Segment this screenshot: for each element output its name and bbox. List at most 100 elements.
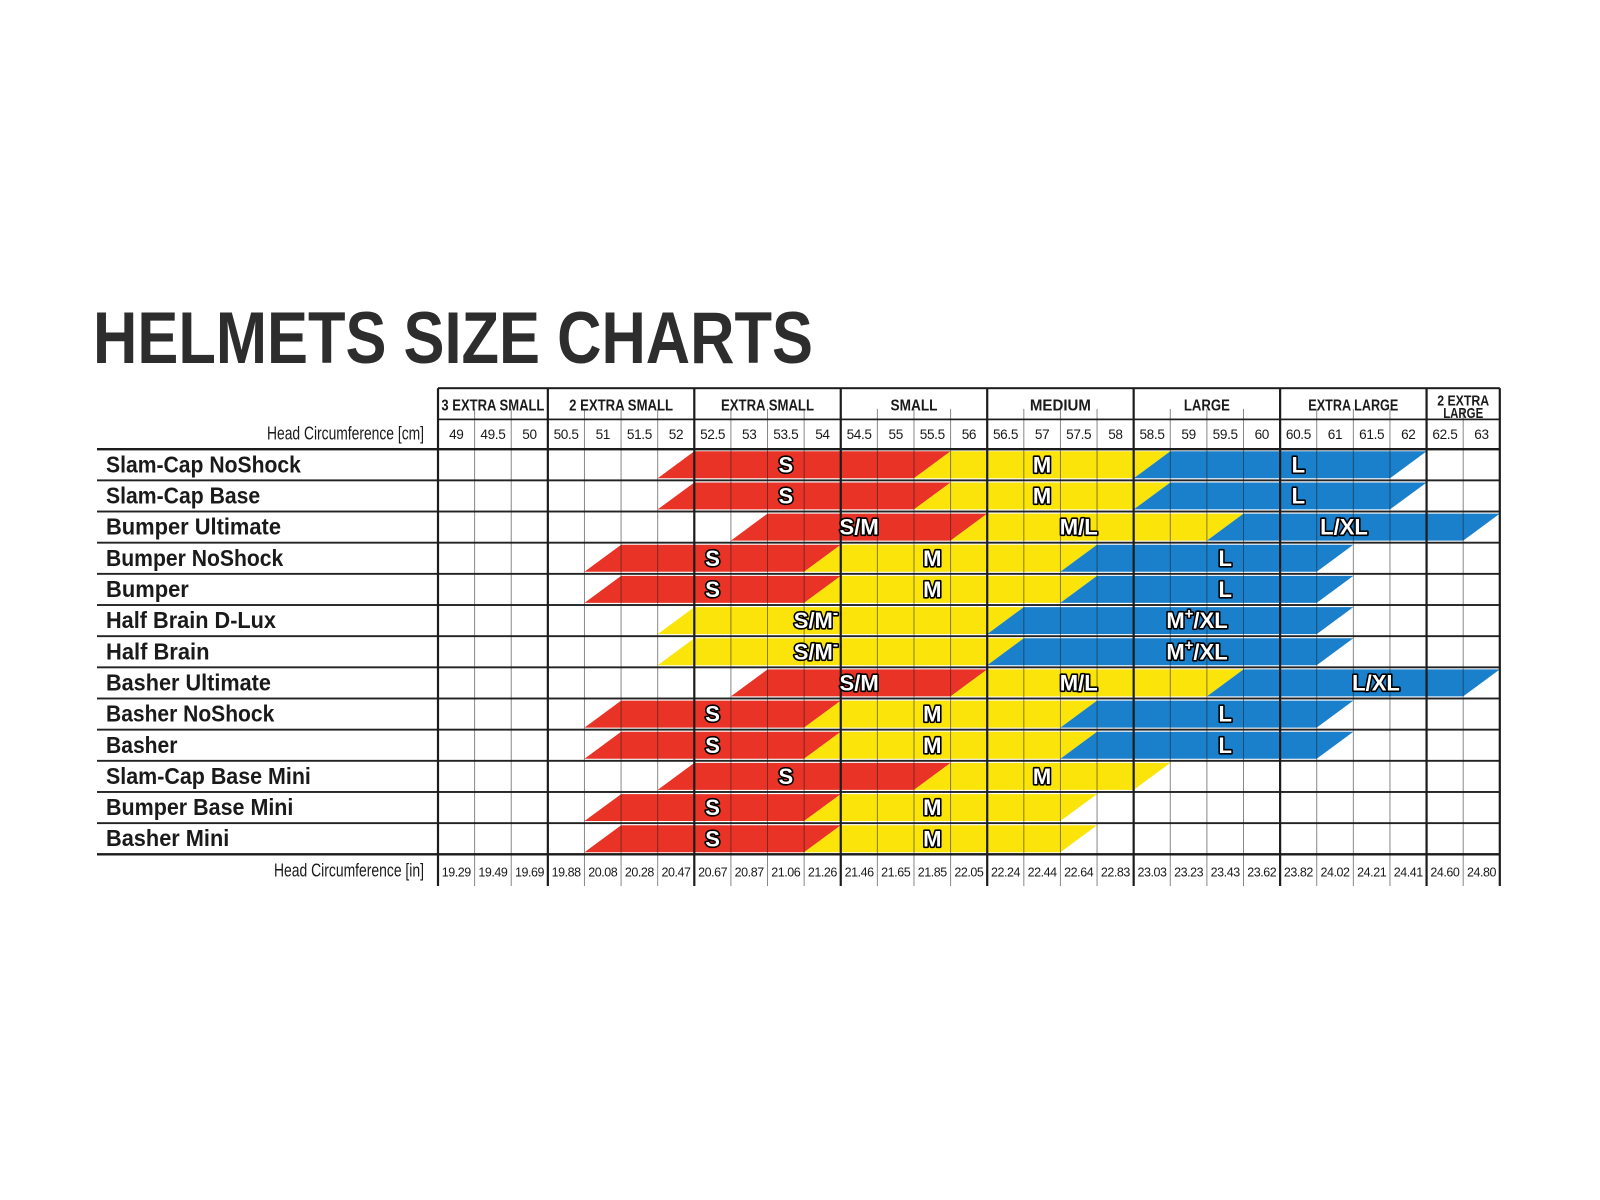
svg-text:20.67: 20.67 xyxy=(698,865,728,879)
svg-text:19.69: 19.69 xyxy=(515,865,545,879)
svg-text:63: 63 xyxy=(1474,427,1488,442)
svg-text:M: M xyxy=(923,546,941,571)
svg-text:S/M: S/M xyxy=(840,671,879,696)
svg-text:59.5: 59.5 xyxy=(1213,427,1238,442)
svg-text:LARGE: LARGE xyxy=(1443,405,1483,422)
svg-text:L/XL: L/XL xyxy=(1320,515,1368,540)
svg-text:56: 56 xyxy=(962,427,976,442)
svg-text:50: 50 xyxy=(522,427,537,442)
svg-text:M: M xyxy=(923,826,941,851)
svg-text:SMALL: SMALL xyxy=(891,397,938,414)
svg-text:20.08: 20.08 xyxy=(588,865,618,879)
svg-text:23.03: 23.03 xyxy=(1137,865,1167,879)
svg-text:60: 60 xyxy=(1255,427,1270,442)
svg-text:62: 62 xyxy=(1401,427,1415,442)
svg-text:S/M-: S/M- xyxy=(794,605,838,633)
svg-text:MEDIUM: MEDIUM xyxy=(1030,397,1091,414)
svg-text:24.60: 24.60 xyxy=(1430,865,1460,879)
svg-text:Basher NoShock: Basher NoShock xyxy=(106,701,274,727)
svg-text:60.5: 60.5 xyxy=(1286,427,1311,442)
svg-text:Bumper Base Mini: Bumper Base Mini xyxy=(106,794,293,820)
svg-text:Head Circumference [cm]: Head Circumference [cm] xyxy=(267,422,424,443)
svg-text:Slam-Cap Base: Slam-Cap Base xyxy=(106,483,260,509)
svg-text:LARGE: LARGE xyxy=(1184,397,1230,414)
svg-text:52.5: 52.5 xyxy=(700,427,725,442)
svg-text:53: 53 xyxy=(742,427,756,442)
svg-text:L: L xyxy=(1292,484,1305,509)
svg-text:59: 59 xyxy=(1181,427,1195,442)
svg-text:23.43: 23.43 xyxy=(1211,865,1241,879)
svg-text:L: L xyxy=(1218,546,1231,571)
svg-text:Slam-Cap NoShock: Slam-Cap NoShock xyxy=(106,451,301,477)
svg-text:50.5: 50.5 xyxy=(554,427,579,442)
svg-text:2 EXTRA SMALL: 2 EXTRA SMALL xyxy=(569,397,673,414)
svg-text:21.46: 21.46 xyxy=(845,865,875,879)
svg-text:54: 54 xyxy=(815,427,830,442)
svg-text:Head Circumference [in]: Head Circumference [in] xyxy=(274,859,424,880)
svg-text:Bumper NoShock: Bumper NoShock xyxy=(106,545,283,571)
svg-text:62.5: 62.5 xyxy=(1432,427,1457,442)
svg-text:58.5: 58.5 xyxy=(1139,427,1164,442)
svg-text:Half Brain D-Lux: Half Brain D-Lux xyxy=(106,607,276,633)
svg-text:S: S xyxy=(778,452,793,477)
svg-text:24.41: 24.41 xyxy=(1394,865,1424,879)
svg-text:19.49: 19.49 xyxy=(478,865,508,879)
svg-text:22.05: 22.05 xyxy=(954,865,984,879)
svg-text:Basher Mini: Basher Mini xyxy=(106,825,229,851)
svg-text:Basher Ultimate: Basher Ultimate xyxy=(106,669,271,695)
svg-text:M/L: M/L xyxy=(1060,671,1098,696)
svg-text:21.26: 21.26 xyxy=(808,865,838,879)
svg-text:L: L xyxy=(1292,452,1305,477)
svg-text:61: 61 xyxy=(1328,427,1342,442)
svg-text:56.5: 56.5 xyxy=(993,427,1018,442)
svg-text:M: M xyxy=(923,795,941,820)
svg-text:M: M xyxy=(923,702,941,727)
svg-text:L: L xyxy=(1218,702,1231,727)
svg-text:M: M xyxy=(1033,484,1051,509)
svg-text:S: S xyxy=(705,577,720,602)
svg-text:22.83: 22.83 xyxy=(1101,865,1131,879)
svg-text:20.47: 20.47 xyxy=(661,865,691,879)
svg-text:58: 58 xyxy=(1108,427,1122,442)
svg-text:S: S xyxy=(705,733,720,758)
svg-text:L/XL: L/XL xyxy=(1352,671,1400,696)
svg-text:19.29: 19.29 xyxy=(442,865,472,879)
svg-text:M+/XL: M+/XL xyxy=(1166,606,1227,634)
svg-text:EXTRA SMALL: EXTRA SMALL xyxy=(721,397,814,414)
svg-text:54.5: 54.5 xyxy=(847,427,872,442)
svg-text:51: 51 xyxy=(596,427,610,442)
svg-text:HELMETS SIZE CHARTS: HELMETS SIZE CHARTS xyxy=(93,298,813,379)
svg-text:23.23: 23.23 xyxy=(1174,865,1204,879)
svg-text:23.62: 23.62 xyxy=(1247,865,1277,879)
svg-text:M: M xyxy=(923,577,941,602)
svg-text:Slam-Cap Base Mini: Slam-Cap Base Mini xyxy=(106,763,311,789)
svg-text:21.65: 21.65 xyxy=(881,865,911,879)
svg-text:S: S xyxy=(705,702,720,727)
svg-text:M: M xyxy=(1033,764,1051,789)
svg-text:22.44: 22.44 xyxy=(1028,865,1058,879)
svg-text:S/M: S/M xyxy=(840,515,879,540)
svg-text:51.5: 51.5 xyxy=(627,427,652,442)
svg-text:21.06: 21.06 xyxy=(771,865,801,879)
svg-text:M: M xyxy=(1033,452,1051,477)
svg-text:S: S xyxy=(778,484,793,509)
svg-text:53.5: 53.5 xyxy=(773,427,798,442)
svg-text:61.5: 61.5 xyxy=(1359,427,1384,442)
svg-text:S: S xyxy=(705,795,720,820)
svg-text:19.88: 19.88 xyxy=(552,865,582,879)
svg-text:49.5: 49.5 xyxy=(480,427,505,442)
svg-text:M/L: M/L xyxy=(1060,515,1098,540)
svg-text:Half Brain: Half Brain xyxy=(106,638,210,664)
svg-text:21.85: 21.85 xyxy=(918,865,948,879)
svg-text:24.80: 24.80 xyxy=(1467,865,1497,879)
svg-text:2 EXTRA: 2 EXTRA xyxy=(1437,393,1489,410)
svg-text:57.5: 57.5 xyxy=(1066,427,1091,442)
svg-text:M: M xyxy=(923,733,941,758)
svg-text:20.87: 20.87 xyxy=(735,865,765,879)
svg-text:24.21: 24.21 xyxy=(1357,865,1387,879)
svg-text:22.24: 22.24 xyxy=(991,865,1021,879)
svg-text:M+/XL: M+/XL xyxy=(1166,637,1227,665)
svg-text:S: S xyxy=(705,546,720,571)
svg-text:S: S xyxy=(705,826,720,851)
svg-text:S: S xyxy=(778,764,793,789)
